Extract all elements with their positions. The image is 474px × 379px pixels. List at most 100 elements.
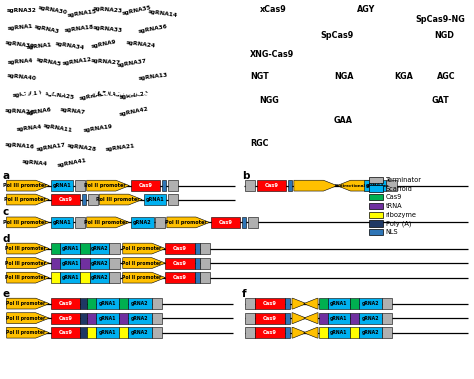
Text: Cas9: Cas9 xyxy=(263,316,277,321)
Text: sgRNA19: sgRNA19 xyxy=(12,91,42,98)
Polygon shape xyxy=(7,327,49,338)
Text: sgRNA23: sgRNA23 xyxy=(93,6,123,14)
Bar xyxy=(168,180,178,191)
Bar xyxy=(75,217,85,228)
Bar xyxy=(109,243,120,254)
Text: gRNA candidates: gRNA candidates xyxy=(20,83,161,98)
Text: gRNA1: gRNA1 xyxy=(330,301,347,306)
Bar xyxy=(87,327,96,338)
Bar xyxy=(382,313,392,324)
Text: sgRNA36: sgRNA36 xyxy=(138,24,168,34)
Text: gRNA2: gRNA2 xyxy=(131,330,148,335)
Text: sgRNA37: sgRNA37 xyxy=(117,59,147,68)
Bar xyxy=(382,327,392,338)
Text: Pol II promoter: Pol II promoter xyxy=(6,316,45,321)
Bar xyxy=(96,327,119,338)
Text: Terminator: Terminator xyxy=(386,177,422,183)
Text: Pol III promoter: Pol III promoter xyxy=(96,197,140,202)
Text: sgRNA27: sgRNA27 xyxy=(91,58,120,66)
Bar xyxy=(285,313,290,324)
Bar xyxy=(109,272,120,283)
Bar xyxy=(328,327,350,338)
Bar xyxy=(87,313,96,324)
Text: gRNA2: gRNA2 xyxy=(91,246,108,251)
Bar xyxy=(90,258,109,268)
Polygon shape xyxy=(123,243,165,254)
Bar xyxy=(51,180,73,191)
Text: Pol III promoter: Pol III promoter xyxy=(83,220,127,225)
Text: e: e xyxy=(2,288,9,299)
Polygon shape xyxy=(292,298,306,309)
Text: NLS: NLS xyxy=(386,229,399,235)
Bar xyxy=(195,258,200,268)
Text: xCas9: xCas9 xyxy=(259,5,286,14)
Bar xyxy=(119,327,128,338)
Bar xyxy=(51,313,80,324)
Text: sgRNA13: sgRNA13 xyxy=(138,73,168,81)
Bar xyxy=(128,327,152,338)
Polygon shape xyxy=(100,194,142,205)
Bar xyxy=(60,258,80,268)
Bar xyxy=(200,243,210,254)
Bar xyxy=(165,272,195,283)
Polygon shape xyxy=(294,180,337,191)
Text: sgRNA12: sgRNA12 xyxy=(62,57,92,66)
Text: Cas9 variants-PAM: Cas9 variants-PAM xyxy=(289,89,435,103)
Text: sgRNA34: sgRNA34 xyxy=(55,41,85,51)
Bar xyxy=(152,313,162,324)
Bar xyxy=(165,243,195,254)
Bar xyxy=(80,272,90,283)
Bar xyxy=(51,258,60,268)
Bar xyxy=(131,217,154,228)
Polygon shape xyxy=(7,313,49,324)
Text: Pol II promoter: Pol II promoter xyxy=(6,330,45,335)
Bar xyxy=(369,211,383,218)
Bar xyxy=(144,194,166,205)
Bar xyxy=(80,313,87,324)
Polygon shape xyxy=(167,217,210,228)
Polygon shape xyxy=(292,313,306,324)
Text: sgRNA4: sgRNA4 xyxy=(21,159,47,167)
Bar xyxy=(60,272,80,283)
Bar xyxy=(90,272,109,283)
Text: ribozyme: ribozyme xyxy=(386,212,417,218)
Text: GAT: GAT xyxy=(432,96,450,105)
Bar xyxy=(350,298,359,309)
Text: gRNA2: gRNA2 xyxy=(362,301,379,306)
Text: sgRNA28: sgRNA28 xyxy=(79,91,109,101)
Bar xyxy=(80,258,90,268)
Text: gRNA1: gRNA1 xyxy=(99,316,116,321)
Text: a: a xyxy=(2,171,9,181)
Text: sgRNA33: sgRNA33 xyxy=(93,25,123,33)
Text: sgRNA35: sgRNA35 xyxy=(121,5,152,16)
Text: sgRNA18: sgRNA18 xyxy=(64,25,94,33)
Bar xyxy=(319,327,328,338)
Text: gRNA1: gRNA1 xyxy=(146,197,164,202)
Polygon shape xyxy=(123,272,165,283)
Bar xyxy=(165,258,195,268)
Bar xyxy=(51,272,60,283)
Bar xyxy=(369,220,383,227)
Polygon shape xyxy=(292,318,302,322)
Text: gRNA1: gRNA1 xyxy=(330,330,347,335)
Bar xyxy=(51,327,80,338)
Text: sgRNA5: sgRNA5 xyxy=(36,57,62,67)
Bar xyxy=(245,313,255,324)
Text: sgRNA30: sgRNA30 xyxy=(38,5,68,15)
Text: gRNA2: gRNA2 xyxy=(91,275,108,280)
Text: sgRNA4: sgRNA4 xyxy=(17,125,43,132)
Text: sgRNA9: sgRNA9 xyxy=(91,40,117,49)
Bar xyxy=(80,327,87,338)
Bar xyxy=(245,180,255,191)
Text: gRNA1: gRNA1 xyxy=(62,246,79,251)
Bar xyxy=(255,313,285,324)
Text: Cas9: Cas9 xyxy=(263,301,277,306)
Bar xyxy=(51,194,80,205)
Bar xyxy=(328,313,350,324)
Bar xyxy=(364,180,386,191)
Bar xyxy=(359,313,382,324)
Text: gRNA1: gRNA1 xyxy=(53,220,72,225)
Text: sgRNA4: sgRNA4 xyxy=(7,58,33,65)
Polygon shape xyxy=(304,313,318,324)
Bar xyxy=(319,298,328,309)
